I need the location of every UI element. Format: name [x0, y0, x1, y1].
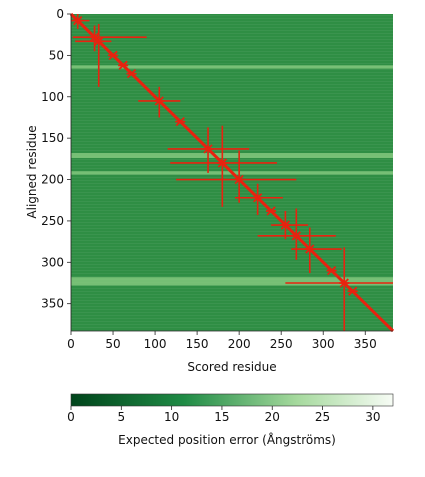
residue-marker: [326, 265, 337, 276]
residue-marker: [203, 144, 214, 154]
y-tick-label: 150: [41, 131, 64, 145]
colorbar-tick-label: 25: [315, 410, 330, 424]
heatmap: [69, 12, 395, 333]
x-tick-label: 100: [144, 337, 167, 351]
y-tick-label: 0: [56, 7, 64, 21]
x-tick-label: 150: [186, 337, 209, 351]
light-row-band: [71, 277, 393, 286]
y-tick-label: 250: [41, 214, 64, 228]
y-tick-label: 100: [41, 90, 64, 104]
residue-marker: [154, 96, 165, 106]
x-axis-title: Scored residue: [187, 360, 276, 374]
x-tick-label: 50: [105, 337, 120, 351]
residue-marker: [217, 158, 228, 168]
y-tick-label: 300: [41, 255, 64, 269]
colorbar-tick-label: 5: [117, 410, 125, 424]
x-tick-label: 200: [228, 337, 251, 351]
residue-marker: [175, 116, 186, 127]
residue-marker: [252, 193, 263, 203]
colorbar-tick-label: 15: [214, 410, 229, 424]
x-tick-label: 300: [312, 337, 335, 351]
residue-marker: [126, 68, 137, 79]
residue-marker: [93, 36, 104, 46]
colorbar-tick-label: 30: [365, 410, 380, 424]
residue-marker: [266, 206, 277, 216]
residue-marker: [347, 286, 358, 296]
light-row-band: [71, 65, 393, 69]
axes: 0 50 100 150 200 250 300 350 0 50 100 150 200 250 300…: [41, 7, 393, 351]
y-tick-label: 350: [41, 297, 64, 311]
residue-marker: [280, 220, 291, 230]
x-tick-label: 250: [270, 337, 293, 351]
residue-marker: [304, 244, 315, 254]
colorbar-tick-label: 0: [67, 410, 75, 424]
y-tick-label: 50: [49, 48, 64, 62]
residue-marker: [72, 15, 83, 26]
colorbar-label: Expected position error (Ångströms): [118, 432, 336, 447]
residue-marker: [118, 60, 129, 70]
x-tick-label: 0: [67, 337, 75, 351]
residue-marker: [108, 50, 119, 61]
residue-marker: [234, 174, 245, 185]
y-axis-title: Aligned residue: [25, 125, 39, 218]
residue-marker: [291, 231, 302, 241]
y-tick-label: 200: [41, 173, 64, 187]
colorbar-tick-label: 10: [164, 410, 179, 424]
x-tick-label: 350: [354, 337, 377, 351]
residue-marker: [339, 278, 350, 288]
colorbar-tick-label: 20: [265, 410, 280, 424]
colorbar-strip: [70, 393, 394, 407]
light-row-band: [71, 153, 393, 159]
colorbar: 0 5 10 15 20 25 30 Expected position error (Ån…: [67, 393, 394, 447]
